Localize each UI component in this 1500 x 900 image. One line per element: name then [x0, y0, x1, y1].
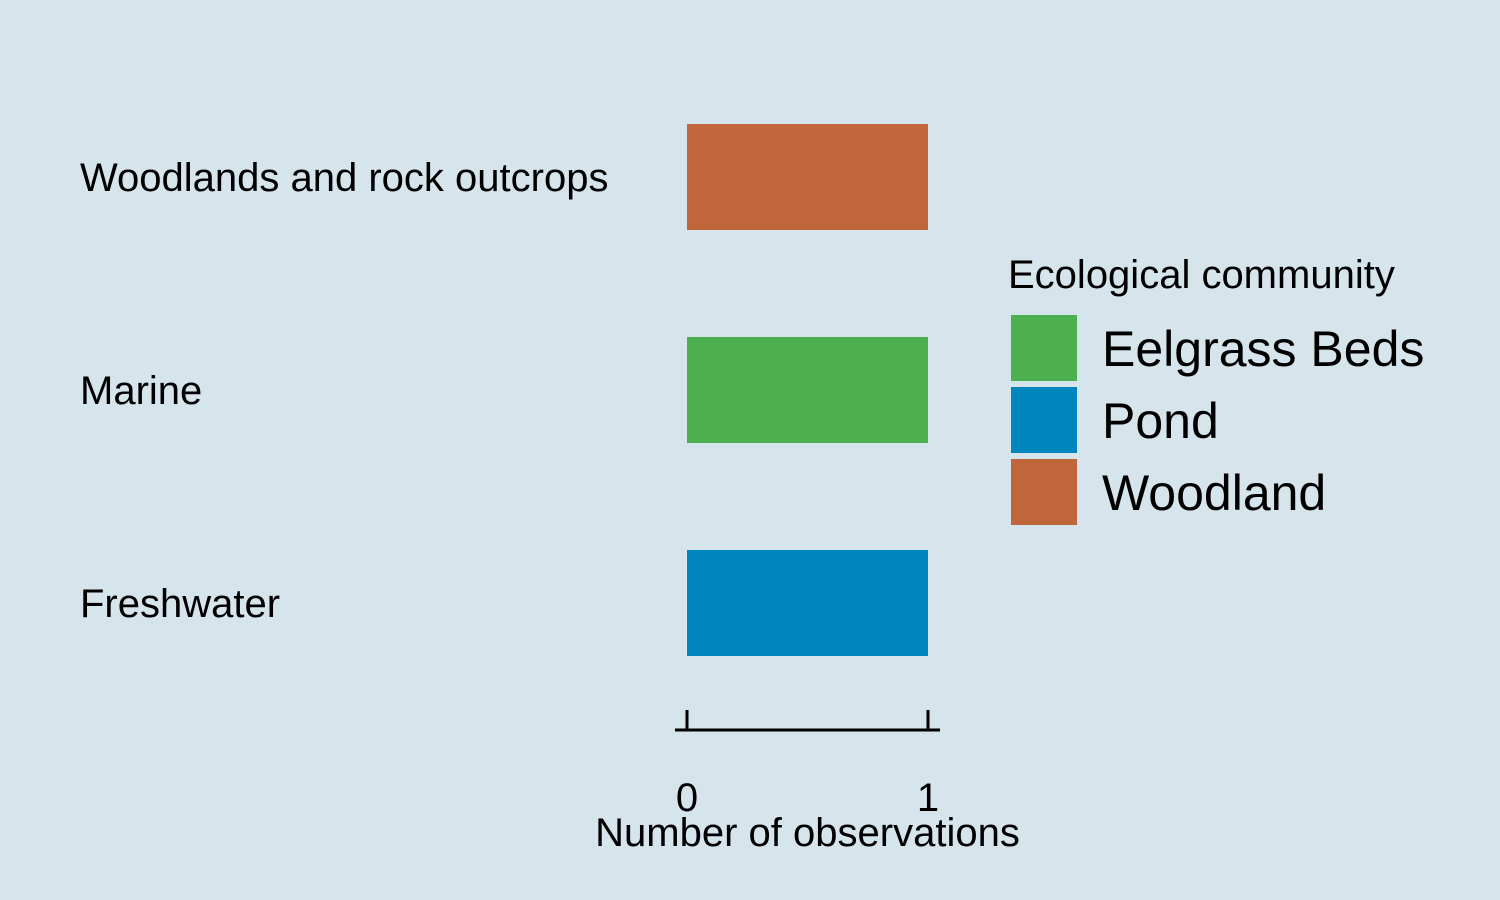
category-label: Freshwater [80, 582, 280, 626]
category-label: Woodlands and rock outcrops [80, 156, 608, 200]
x-axis-title: Number of observations [595, 811, 1020, 855]
legend-swatch [1011, 315, 1077, 381]
legend-label: Eelgrass Beds [1102, 321, 1424, 377]
category-label: Marine [80, 369, 202, 413]
legend-label: Woodland [1102, 465, 1326, 521]
bar [687, 337, 928, 443]
legend-swatch [1011, 387, 1077, 453]
bar [687, 550, 928, 656]
legend-label: Pond [1102, 393, 1219, 449]
category-labels: Woodlands and rock outcrops Marine Freshwa… [80, 156, 608, 626]
x-tick-label: 1 [917, 776, 939, 820]
legend-entries: Eelgrass Beds Pond Woodland [1011, 315, 1424, 525]
bar [687, 124, 928, 230]
bars [687, 124, 928, 656]
x-tick-label: 0 [676, 776, 698, 820]
legend-title: Ecological community [1008, 253, 1395, 297]
legend: Ecological community Eelgrass Beds Pond Wo… [1008, 253, 1424, 525]
legend-swatch [1011, 459, 1077, 525]
